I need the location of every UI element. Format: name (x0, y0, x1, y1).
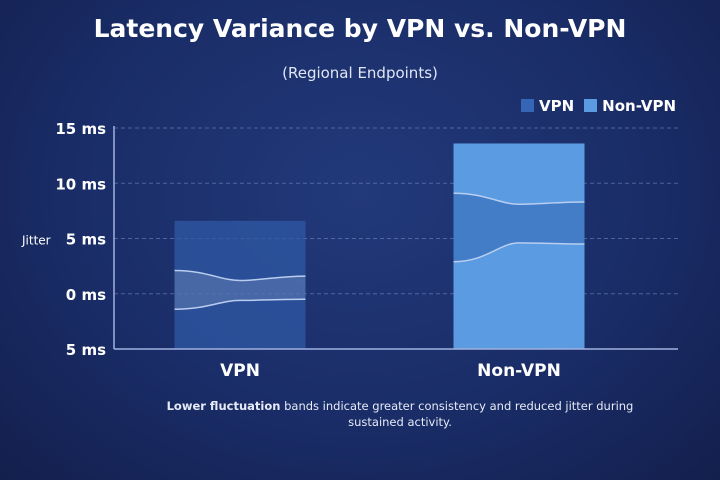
x-tick-label: Non-VPN (477, 361, 561, 381)
caption: Lower fluctuation bands indicate greater… (150, 398, 650, 430)
legend: VPN Non-VPN (521, 97, 676, 115)
chart-title: Latency Variance by VPN vs. Non-VPN (93, 14, 627, 43)
y-tick-label: 0 ms (66, 286, 106, 304)
bar-non-vpn (453, 143, 585, 349)
legend-item-non-vpn: Non-VPN (584, 97, 676, 115)
band-lower-line (174, 298, 306, 310)
legend-swatch (584, 99, 598, 112)
caption-bold: Lower fluctuation (166, 399, 281, 413)
band-lower-line (453, 242, 585, 263)
legend-label: Non-VPN (602, 97, 676, 115)
legend-item-vpn: VPN (521, 97, 574, 115)
y-axis-label: Jitter (21, 234, 51, 248)
chart-subtitle: (Regional Endpoints) (282, 64, 438, 82)
caption-text: bands indicate greater consistency and r… (280, 399, 634, 429)
y-tick-label: 5 ms (66, 231, 106, 249)
band-upper-line (453, 192, 585, 205)
legend-label: VPN (539, 97, 575, 115)
fluctuation-band (453, 193, 585, 262)
y-tick-label: 10 ms (55, 175, 106, 193)
x-tick-label: VPN (220, 361, 260, 381)
legend-swatch (521, 99, 535, 112)
y-tick-label: 15 ms (55, 120, 106, 138)
bar-vpn (174, 220, 306, 349)
y-tick-label: 5 ms (66, 341, 106, 359)
band-upper-line (174, 269, 306, 282)
